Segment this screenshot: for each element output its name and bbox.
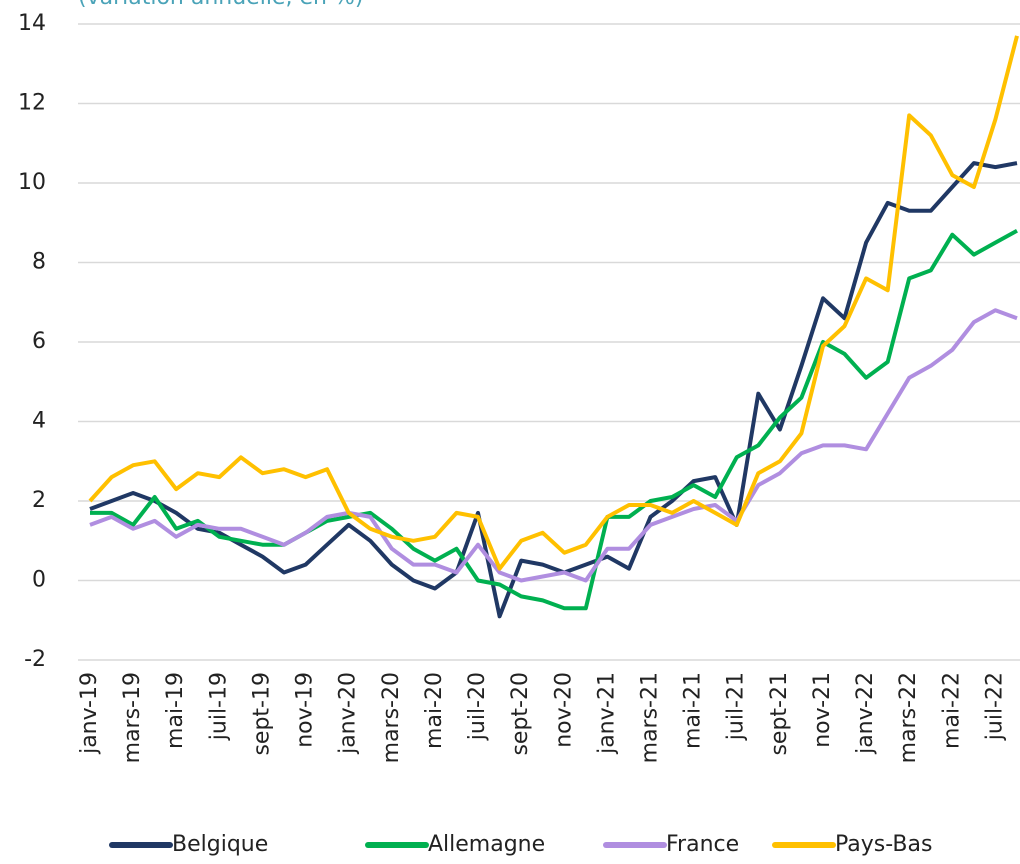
x-tick-label: juil-19 xyxy=(206,672,231,741)
legend-item: France xyxy=(603,832,739,857)
x-tick-label: janv-20 xyxy=(336,672,361,755)
x-tick-label: sept-20 xyxy=(508,672,533,756)
x-tick-label: mars-20 xyxy=(379,672,404,763)
x-tick-label: juil-21 xyxy=(724,672,749,741)
y-tick-label: -2 xyxy=(24,647,46,672)
legend-label: Allemagne xyxy=(428,832,545,857)
x-tick-label: mai-21 xyxy=(681,672,706,749)
x-tick-label: sept-21 xyxy=(767,672,792,756)
x-tick-label: janv-22 xyxy=(853,672,878,755)
legend-label: Pays-Bas xyxy=(835,832,932,857)
x-tick-label: mars-21 xyxy=(638,672,663,763)
x-tick-label: mars-22 xyxy=(896,672,921,763)
x-tick-label: juil-20 xyxy=(465,672,490,741)
x-tick-label: janv-21 xyxy=(594,672,619,755)
legend-label: Belgique xyxy=(172,832,268,857)
y-tick-label: 4 xyxy=(32,409,46,434)
x-tick-label: juil-22 xyxy=(982,672,1007,741)
x-tick-label: mai-19 xyxy=(163,672,188,749)
series-line xyxy=(90,228,1018,611)
x-tick-label: nov-20 xyxy=(551,672,576,748)
chart-subtitle: (variation annuelle, en %) xyxy=(78,0,363,10)
x-tick-label: mars-19 xyxy=(120,672,145,763)
y-tick-label: 12 xyxy=(18,91,46,116)
series-line xyxy=(88,35,1019,571)
y-tick-label: 14 xyxy=(18,11,46,36)
x-tick-label: nov-21 xyxy=(810,672,835,748)
x-tick-label: sept-19 xyxy=(249,672,274,756)
x-tick-label: mai-20 xyxy=(422,672,447,749)
y-tick-label: 10 xyxy=(18,170,46,195)
legend-item: Pays-Bas xyxy=(772,832,932,857)
legend-item: Allemagne xyxy=(365,832,545,857)
x-tick-label: nov-19 xyxy=(293,672,318,748)
series-line xyxy=(89,308,1018,583)
y-tick-label: 0 xyxy=(32,568,46,593)
series-line xyxy=(89,161,1018,619)
legend-item: Belgique xyxy=(109,832,268,857)
y-tick-label: 2 xyxy=(32,488,46,513)
legend-label: France xyxy=(666,832,739,857)
x-tick-label: mai-22 xyxy=(939,672,964,749)
x-tick-label: janv-19 xyxy=(77,672,102,755)
y-tick-label: 8 xyxy=(32,250,46,275)
y-tick-label: 6 xyxy=(32,329,46,354)
